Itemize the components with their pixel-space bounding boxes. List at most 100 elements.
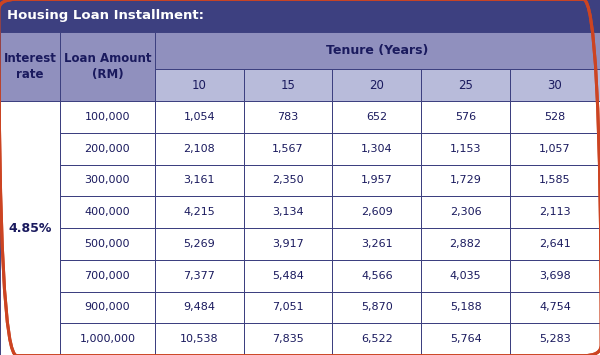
Bar <box>510 260 600 291</box>
Text: 4.85%: 4.85% <box>8 222 52 235</box>
Bar <box>60 165 155 196</box>
Text: 3,261: 3,261 <box>361 239 392 249</box>
Bar <box>332 323 421 355</box>
Bar <box>510 133 600 165</box>
Bar <box>244 291 332 323</box>
Bar <box>155 133 244 165</box>
Bar <box>60 228 155 260</box>
Text: 5,484: 5,484 <box>272 271 304 281</box>
Bar <box>421 165 510 196</box>
Bar <box>332 101 421 133</box>
Text: 3,161: 3,161 <box>184 175 215 186</box>
Bar <box>421 260 510 291</box>
Text: 3,134: 3,134 <box>272 207 304 217</box>
Bar <box>421 133 510 165</box>
Text: 7,835: 7,835 <box>272 334 304 344</box>
Text: 30: 30 <box>548 79 562 92</box>
Text: 10: 10 <box>192 79 206 92</box>
Text: 1,000,000: 1,000,000 <box>79 334 136 344</box>
Bar <box>60 291 155 323</box>
Bar <box>244 228 332 260</box>
Bar <box>155 165 244 196</box>
Bar <box>155 323 244 355</box>
Text: 2,609: 2,609 <box>361 207 392 217</box>
Text: 1,957: 1,957 <box>361 175 392 186</box>
Bar <box>510 196 600 228</box>
Bar <box>60 32 155 101</box>
Bar <box>332 291 421 323</box>
Bar <box>332 69 421 101</box>
Text: 5,269: 5,269 <box>184 239 215 249</box>
Bar <box>60 228 155 260</box>
Bar <box>244 291 332 323</box>
Text: 5,764: 5,764 <box>450 334 481 344</box>
Bar <box>510 101 600 133</box>
Text: 2,306: 2,306 <box>450 207 481 217</box>
Bar <box>421 101 510 133</box>
Bar <box>155 165 244 196</box>
Bar <box>421 196 510 228</box>
Text: 2,113: 2,113 <box>539 207 571 217</box>
Bar <box>510 291 600 323</box>
Bar <box>0 32 60 101</box>
Bar <box>60 323 155 355</box>
Bar <box>510 133 600 165</box>
Bar <box>60 323 155 355</box>
Text: 2,108: 2,108 <box>184 144 215 154</box>
Bar <box>0 101 60 355</box>
Bar <box>155 291 244 323</box>
Bar <box>155 101 244 133</box>
Text: 1,153: 1,153 <box>450 144 481 154</box>
Text: 500,000: 500,000 <box>85 239 130 249</box>
Text: 100,000: 100,000 <box>85 112 130 122</box>
Bar <box>332 260 421 291</box>
Text: 7,051: 7,051 <box>272 302 304 312</box>
Text: 2,350: 2,350 <box>272 175 304 186</box>
Bar <box>332 228 421 260</box>
Bar <box>0 32 60 101</box>
Text: 576: 576 <box>455 112 476 122</box>
Bar <box>244 133 332 165</box>
Bar <box>155 196 244 228</box>
Text: 20: 20 <box>370 79 384 92</box>
Bar <box>244 260 332 291</box>
Bar <box>244 69 332 101</box>
Text: 15: 15 <box>281 79 295 92</box>
Bar <box>421 165 510 196</box>
Bar <box>421 101 510 133</box>
Text: 1,585: 1,585 <box>539 175 571 186</box>
Text: Interest
rate: Interest rate <box>4 52 56 81</box>
Bar <box>60 133 155 165</box>
Bar <box>155 228 244 260</box>
Bar <box>510 69 600 101</box>
Bar <box>332 228 421 260</box>
Bar <box>244 228 332 260</box>
Bar <box>510 196 600 228</box>
Bar <box>155 260 244 291</box>
Bar <box>155 228 244 260</box>
Text: 3,698: 3,698 <box>539 271 571 281</box>
Text: 5,870: 5,870 <box>361 302 392 312</box>
Bar <box>155 69 244 101</box>
Bar <box>244 165 332 196</box>
Text: 4,566: 4,566 <box>361 271 392 281</box>
Text: 25: 25 <box>458 79 473 92</box>
Bar <box>332 101 421 133</box>
Text: 4,754: 4,754 <box>539 302 571 312</box>
Text: 1,304: 1,304 <box>361 144 392 154</box>
Bar <box>510 323 600 355</box>
Bar <box>155 291 244 323</box>
Text: Housing Loan Installment:: Housing Loan Installment: <box>7 10 204 22</box>
Bar <box>421 291 510 323</box>
Text: 900,000: 900,000 <box>85 302 130 312</box>
Bar <box>155 260 244 291</box>
Text: 6,522: 6,522 <box>361 334 392 344</box>
Text: 1,057: 1,057 <box>539 144 571 154</box>
Bar <box>421 69 510 101</box>
Text: 4,035: 4,035 <box>450 271 481 281</box>
Text: 7,377: 7,377 <box>183 271 215 281</box>
Text: 9,484: 9,484 <box>183 302 215 312</box>
Bar <box>244 196 332 228</box>
Bar <box>60 196 155 228</box>
Text: 3,917: 3,917 <box>272 239 304 249</box>
